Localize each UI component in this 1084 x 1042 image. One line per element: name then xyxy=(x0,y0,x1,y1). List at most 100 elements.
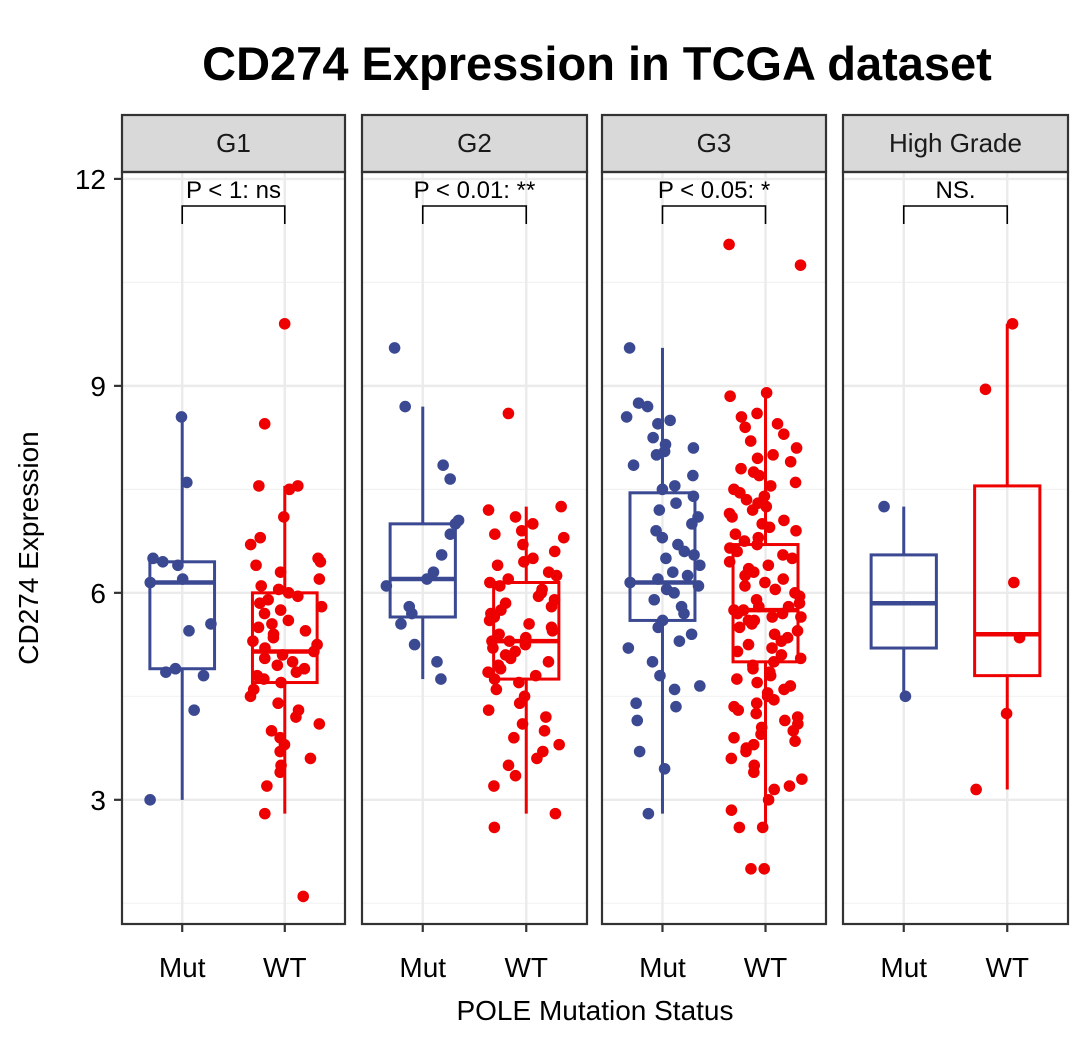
data-point xyxy=(728,731,740,744)
significance-bracket: P < 1: ns xyxy=(181,177,286,224)
data-point xyxy=(747,662,759,675)
data-point xyxy=(878,500,890,513)
data-point xyxy=(258,673,270,685)
facet-strip xyxy=(360,113,589,174)
data-point xyxy=(144,794,156,806)
data-point xyxy=(686,518,698,530)
data-point xyxy=(532,590,545,603)
data-point xyxy=(557,531,570,544)
boxplot-wt xyxy=(244,317,328,903)
data-point xyxy=(519,638,532,651)
data-point xyxy=(313,573,326,585)
data-point xyxy=(304,752,317,765)
data-point xyxy=(641,400,654,413)
data-point xyxy=(670,700,682,713)
data-point xyxy=(144,576,157,589)
data-point xyxy=(745,863,757,875)
data-point xyxy=(181,476,193,489)
data-point xyxy=(622,642,635,654)
data-point xyxy=(252,621,265,634)
data-point xyxy=(688,549,700,561)
data-point xyxy=(739,421,751,434)
data-point xyxy=(529,669,542,682)
data-point xyxy=(751,538,763,551)
data-point xyxy=(725,752,738,765)
data-point xyxy=(282,587,295,599)
data-point xyxy=(244,690,257,703)
data-point xyxy=(724,390,736,403)
significance-bracket: P < 0.01: ** xyxy=(414,177,536,224)
boxplot-wt xyxy=(723,238,808,875)
data-point xyxy=(766,642,778,654)
data-point xyxy=(687,442,700,454)
data-point xyxy=(408,638,421,651)
data-point xyxy=(793,597,806,609)
data-point xyxy=(489,528,501,541)
data-point xyxy=(292,590,304,603)
data-point xyxy=(259,642,271,654)
data-point xyxy=(646,656,659,668)
data-point xyxy=(660,552,672,565)
data-point xyxy=(652,621,665,634)
data-point xyxy=(735,411,748,423)
data-point xyxy=(278,511,290,523)
data-point xyxy=(315,600,328,613)
data-point xyxy=(515,524,528,537)
data-point xyxy=(764,669,777,682)
data-point xyxy=(666,566,679,578)
data-point xyxy=(776,607,789,620)
data-point xyxy=(314,555,327,568)
data-point xyxy=(172,559,184,572)
data-point xyxy=(784,455,797,468)
data-point xyxy=(624,576,636,589)
x-tick-label: WT xyxy=(263,952,307,983)
significance-label: P < 0.01: ** xyxy=(414,177,536,204)
data-point xyxy=(746,618,758,630)
data-point xyxy=(538,725,551,737)
boxplot-mut xyxy=(869,500,938,703)
panel-border xyxy=(120,170,347,926)
data-point xyxy=(399,400,411,413)
data-point xyxy=(777,549,789,561)
data-point xyxy=(687,490,700,503)
data-point xyxy=(290,666,303,678)
data-point xyxy=(778,683,790,696)
data-point xyxy=(760,386,773,399)
data-point xyxy=(664,414,676,427)
significance-label: P < 1: ns xyxy=(186,177,281,204)
data-point xyxy=(258,418,271,430)
data-point xyxy=(517,538,529,551)
data-point xyxy=(648,593,661,606)
data-point xyxy=(794,652,807,665)
data-point xyxy=(652,573,664,585)
data-point xyxy=(767,449,779,461)
data-point xyxy=(733,821,746,834)
x-tick-label: WT xyxy=(985,952,1029,983)
significance-label: NS. xyxy=(935,177,975,204)
data-point xyxy=(160,666,172,678)
data-point xyxy=(777,428,790,440)
facet-strip-label: G2 xyxy=(457,128,492,158)
data-point xyxy=(274,745,286,758)
data-point xyxy=(488,673,501,685)
data-point xyxy=(723,555,736,568)
chart-title: CD274 Expression in TCGA dataset xyxy=(202,37,992,90)
data-point xyxy=(444,528,457,541)
data-point xyxy=(518,555,530,568)
data-point xyxy=(760,500,773,513)
data-point xyxy=(253,597,266,609)
data-point xyxy=(771,418,784,430)
data-point xyxy=(272,583,285,596)
x-tick-label: Mut xyxy=(880,952,927,983)
data-point xyxy=(274,566,287,578)
data-point xyxy=(762,559,775,572)
data-point xyxy=(502,407,515,420)
data-point xyxy=(516,718,529,730)
x-tick-label: WT xyxy=(504,952,548,983)
data-point xyxy=(266,618,278,630)
data-point xyxy=(435,673,447,685)
data-point xyxy=(290,711,302,723)
data-point xyxy=(250,559,262,572)
data-point xyxy=(759,576,771,589)
